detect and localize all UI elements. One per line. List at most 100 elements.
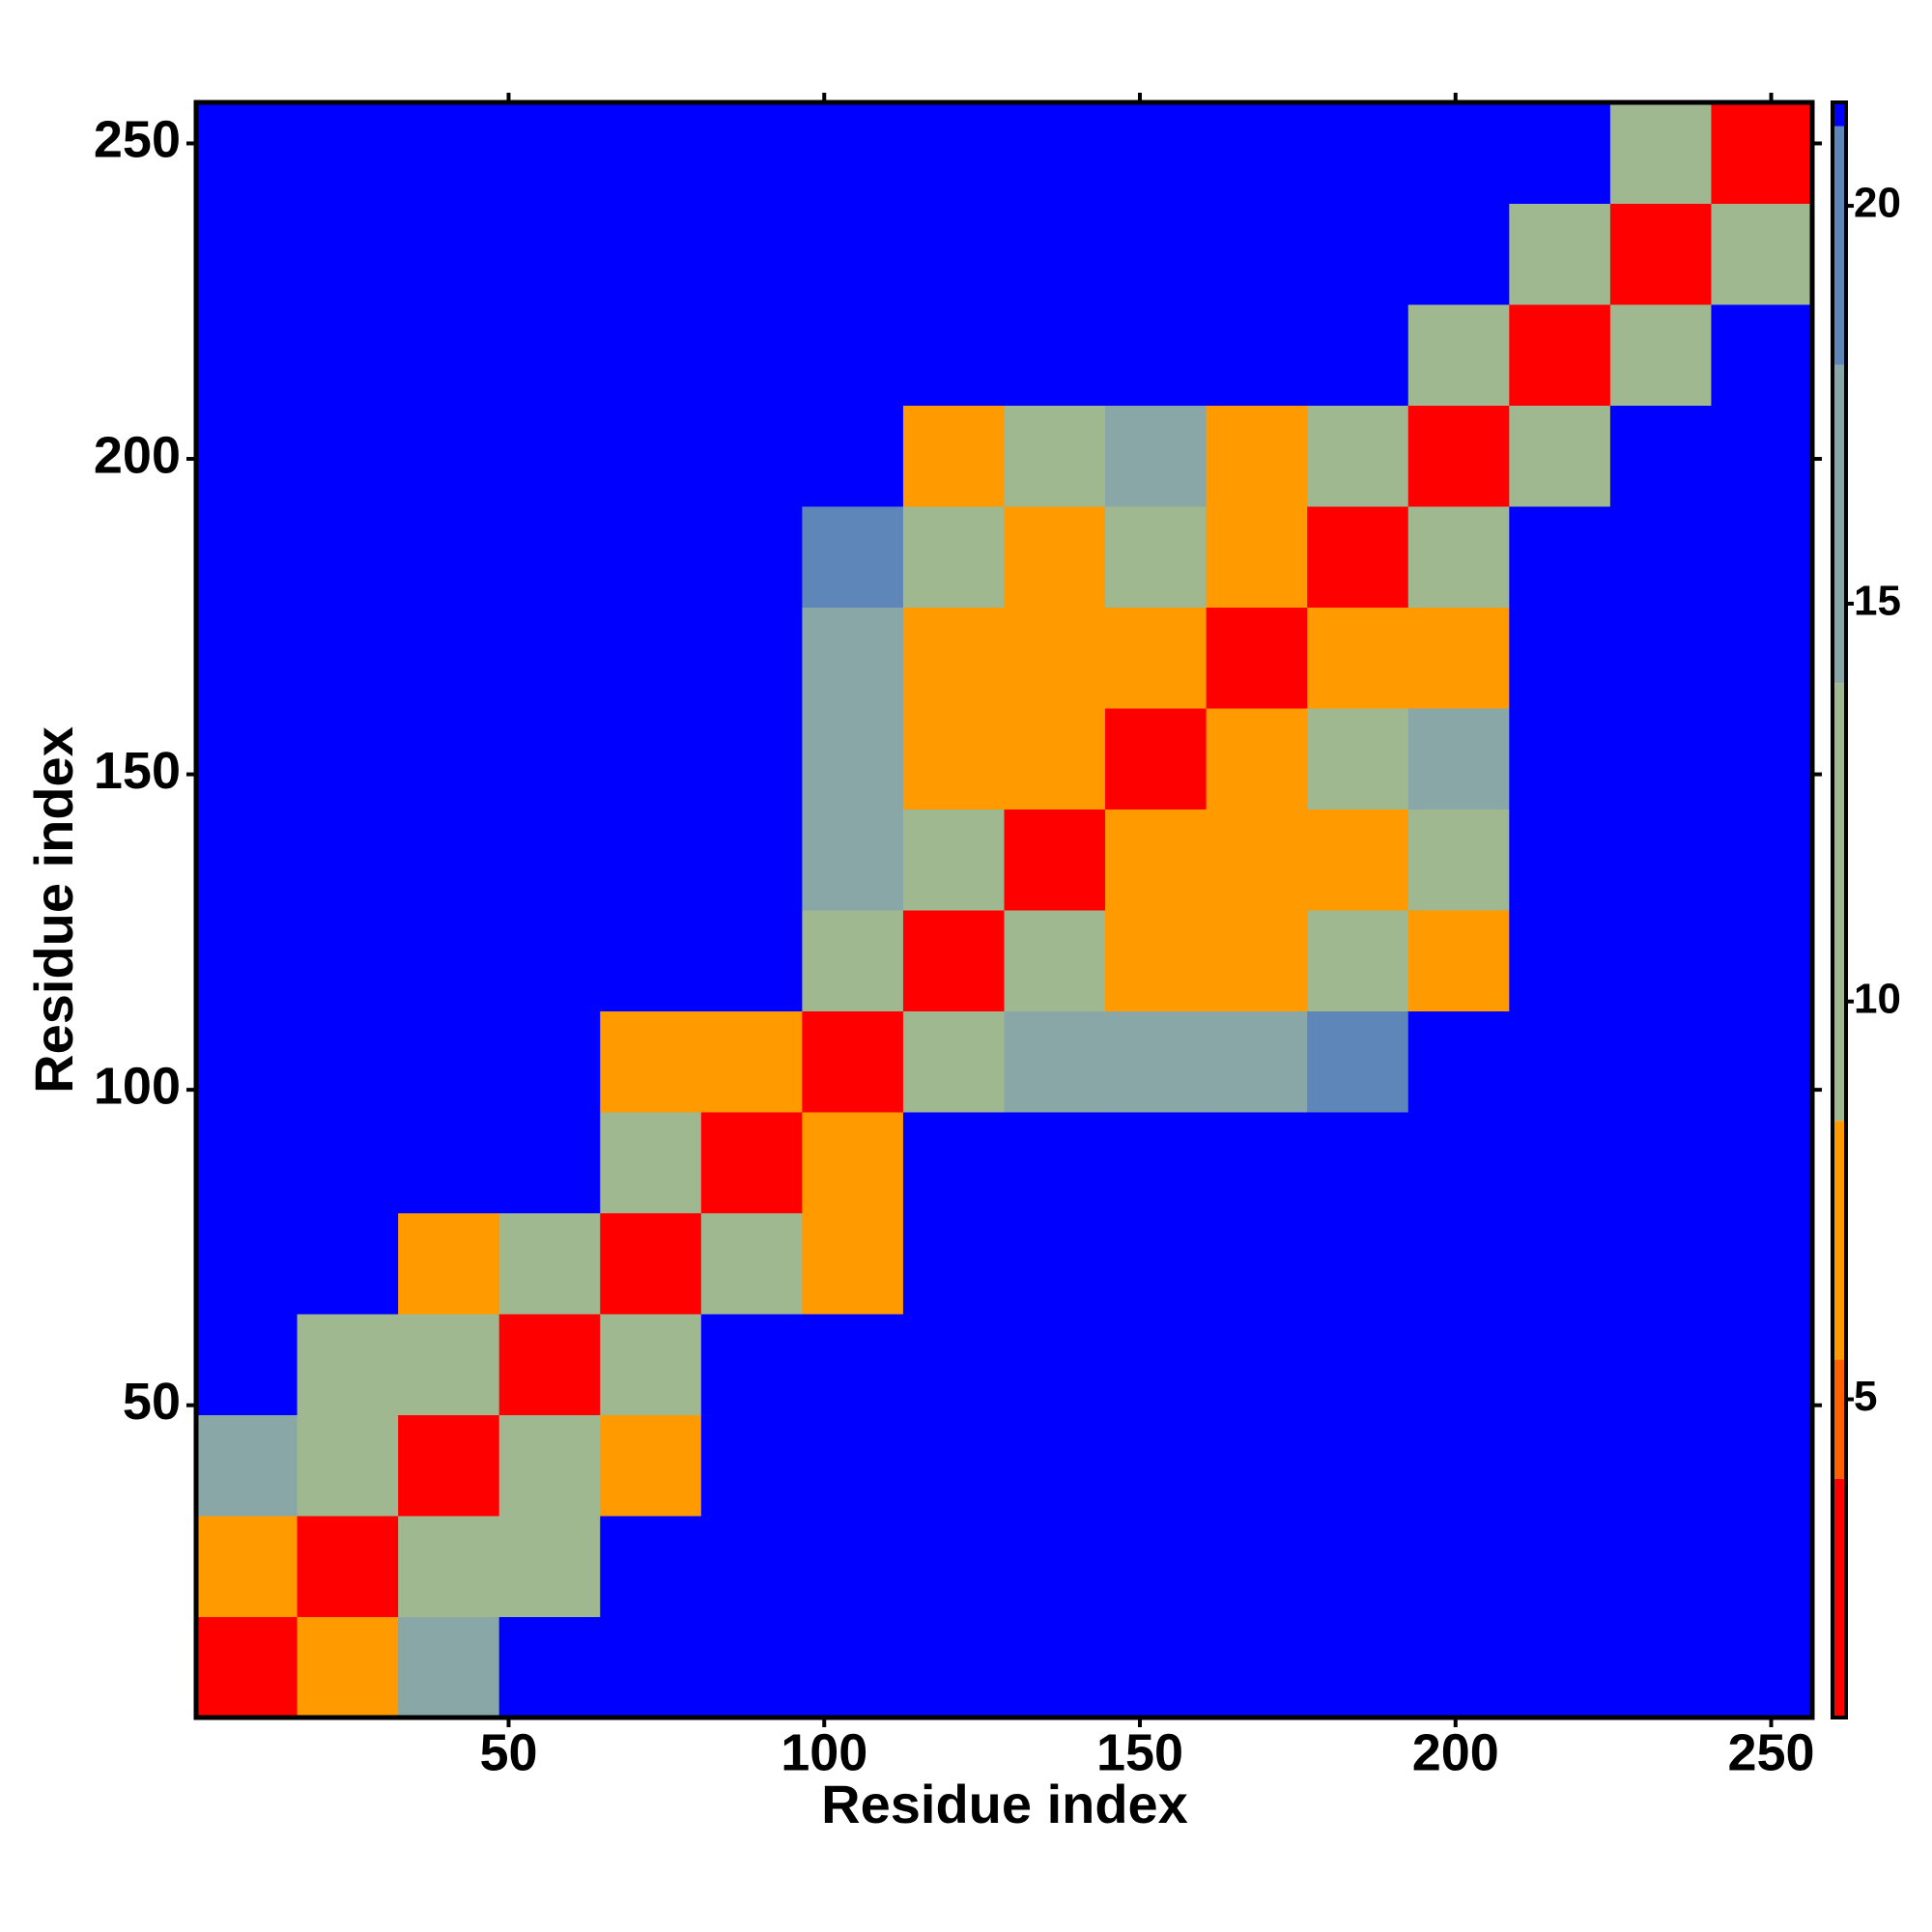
heatmap-cell [498, 910, 601, 1011]
colorbar-tick-label: 15 [1854, 578, 1901, 625]
heatmap-cell [902, 1112, 1005, 1213]
heatmap-cell [196, 102, 298, 204]
heatmap-cell [398, 1010, 500, 1113]
heatmap-cell [600, 506, 702, 608]
heatmap-cell [498, 102, 601, 204]
heatmap-cell [1407, 1414, 1510, 1517]
heatmap-cell [1307, 405, 1409, 507]
heatmap-cell [902, 405, 1005, 507]
heatmap-cell [1407, 203, 1510, 305]
heatmap-cell [1004, 1212, 1106, 1315]
heatmap-cell [1307, 1616, 1409, 1719]
heatmap-cell [398, 708, 500, 810]
heatmap-cell [1711, 102, 1813, 204]
heatmap-cell [297, 405, 399, 507]
heatmap-cell [297, 1212, 399, 1315]
heatmap-cell [1711, 1516, 1813, 1617]
heatmap-cell [1711, 506, 1813, 608]
heatmap-cell [902, 506, 1005, 608]
heatmap-cell [1206, 1314, 1308, 1415]
heatmap-cell [1711, 809, 1813, 911]
heatmap-cell [1509, 1314, 1611, 1415]
heatmap-cell [700, 910, 803, 1011]
heatmap-cell [802, 203, 904, 305]
heatmap-cell [196, 1212, 298, 1315]
heatmap-cell [902, 607, 1005, 709]
heatmap-cell [1307, 1112, 1409, 1213]
heatmap-cell [398, 1314, 500, 1415]
heatmap-cell [902, 1010, 1005, 1113]
heatmap-cell [1206, 1112, 1308, 1213]
heatmap-cell [1509, 102, 1611, 204]
heatmap-cell [297, 102, 399, 204]
heatmap-cell [700, 1414, 803, 1517]
heatmap-cell [1004, 809, 1106, 911]
heatmap-cell [498, 1314, 601, 1415]
heatmap-cell [600, 910, 702, 1011]
heatmap-cell [1407, 506, 1510, 608]
heatmap-cell [1105, 1414, 1208, 1517]
heatmap-cell [1004, 1314, 1106, 1415]
heatmap-cell [1509, 1516, 1611, 1617]
heatmap-cell [700, 1010, 803, 1113]
heatmap-cell [1307, 1010, 1409, 1113]
heatmap-cell [398, 607, 500, 709]
heatmap-cell [1609, 506, 1712, 608]
heatmap-cell [1609, 1314, 1712, 1415]
heatmap-cell [802, 1516, 904, 1617]
heatmap-cell [1105, 102, 1208, 204]
heatmap-cell [1711, 203, 1813, 305]
heatmap-cell [297, 1414, 399, 1517]
heatmap-cell [498, 405, 601, 507]
heatmap-cell [1307, 809, 1409, 911]
heatmap-cell [196, 506, 298, 608]
heatmap-cell [1609, 1414, 1712, 1517]
heatmap-cell [902, 203, 1005, 305]
x-tick-label: 250 [1727, 1723, 1814, 1781]
heatmap-cell [600, 102, 702, 204]
heatmap-cell [1206, 1010, 1308, 1113]
heatmap-cell [802, 809, 904, 911]
heatmap-cell [1105, 1616, 1208, 1719]
heatmap-cell [1004, 1010, 1106, 1113]
heatmap-cell [1609, 708, 1712, 810]
colorbar-segment [1833, 683, 1846, 1122]
heatmap-cell [398, 506, 500, 608]
heatmap-cell [1004, 102, 1106, 204]
heatmap-cell [1407, 809, 1510, 911]
heatmap-cell [1004, 607, 1106, 709]
heatmap-cell [297, 607, 399, 709]
heatmap-cell [297, 809, 399, 911]
x-axis-label: Residue index [821, 1774, 1188, 1834]
heatmap-cell [600, 1112, 702, 1213]
heatmap-cell [1004, 910, 1106, 1011]
heatmap-cell [1105, 1112, 1208, 1213]
heatmap-cell [297, 708, 399, 810]
plot-frame [193, 99, 1815, 1720]
heatmap-cell [1509, 1616, 1611, 1719]
heatmap-cell [398, 809, 500, 911]
heatmap-cell [1407, 304, 1510, 406]
heatmap-cell [902, 304, 1005, 406]
heatmap-cell [802, 1616, 904, 1719]
heatmap-cell [498, 1414, 601, 1517]
heatmap-cell [1509, 1010, 1611, 1113]
heatmap-cell [600, 1314, 702, 1415]
colorbar-segment [1833, 1121, 1846, 1360]
colorbar-tick-label: 20 [1854, 180, 1901, 227]
heatmap-cell [196, 1616, 298, 1719]
heatmap-cell [1307, 1414, 1409, 1517]
heatmap-cell [297, 1616, 399, 1719]
heatmap-cell [398, 1414, 500, 1517]
colorbar-segment [1833, 1478, 1846, 1718]
heatmap-cell [1609, 1212, 1712, 1315]
heatmap-cell [498, 809, 601, 911]
heatmap-cell [398, 1112, 500, 1213]
colorbar-tick-label: 5 [1854, 1373, 1877, 1420]
heatmap-cell [1105, 708, 1208, 810]
heatmap-cell [1307, 1212, 1409, 1315]
heatmap-cell [1307, 102, 1409, 204]
heatmap-cell [600, 607, 702, 709]
